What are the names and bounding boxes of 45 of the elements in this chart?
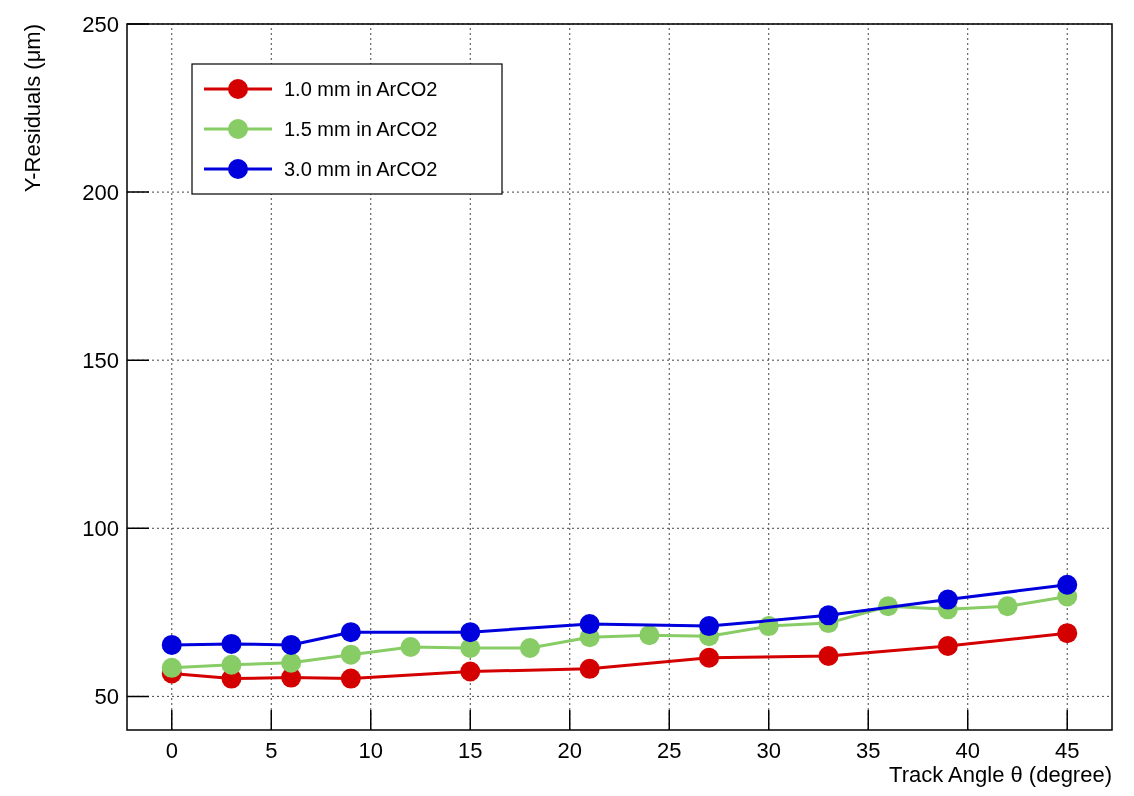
point [1057,623,1078,644]
y-axis-title: Y-Residuals (μm) [20,24,45,193]
x-tick-label: 25 [657,738,682,763]
point [818,646,839,667]
point [579,658,600,679]
point [281,652,302,673]
x-tick-label: 10 [358,738,383,763]
x-tick-label: 0 [165,738,178,763]
point [699,647,720,668]
point [161,657,182,678]
point [340,644,361,665]
y-tick-label: 200 [82,179,119,205]
point [221,654,242,675]
x-tick-label: 15 [458,738,483,763]
point [281,634,302,655]
x-tick-label: 5 [265,738,278,763]
legend-label: 1.0 mm in ArCO2 [284,78,438,100]
point [997,596,1018,617]
point [460,661,481,682]
point [937,635,958,656]
point [639,625,660,646]
legend-label: 3.0 mm in ArCO2 [284,158,438,180]
point [818,605,839,626]
point [400,636,421,657]
x-tick-label: 40 [955,738,980,763]
x-axis-title: Track Angle θ (degree) [889,762,1112,787]
point [340,622,361,643]
y-tick-label: 150 [82,347,119,373]
y-tick-label: 50 [94,684,119,710]
y-tick-label: 100 [82,515,119,541]
point [579,614,600,635]
point [221,633,242,654]
y-tick-label: 250 [82,11,119,37]
point [519,637,540,658]
point [937,589,958,610]
legend-label: 1.5 mm in ArCO2 [284,118,438,140]
point [460,622,481,643]
point [161,634,182,655]
x-tick-label: 45 [1054,738,1080,763]
x-tick-label: 35 [856,738,881,763]
x-tick-label: 30 [756,738,781,763]
point [699,616,720,637]
point [340,668,361,689]
point [1057,574,1078,595]
x-tick-label: 20 [557,738,582,763]
